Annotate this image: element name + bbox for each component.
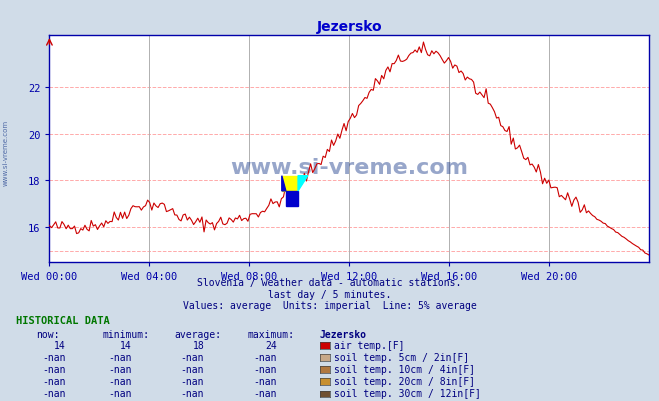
Text: -nan: -nan bbox=[253, 352, 277, 362]
Bar bbox=[286, 191, 298, 207]
Polygon shape bbox=[298, 176, 308, 191]
Text: -nan: -nan bbox=[42, 364, 66, 374]
Text: average:: average: bbox=[175, 330, 221, 340]
Text: soil temp. 30cm / 12in[F]: soil temp. 30cm / 12in[F] bbox=[334, 388, 481, 398]
Text: 14: 14 bbox=[54, 340, 66, 350]
Text: 14: 14 bbox=[120, 340, 132, 350]
Text: HISTORICAL DATA: HISTORICAL DATA bbox=[16, 315, 110, 325]
Text: 18: 18 bbox=[192, 340, 204, 350]
Text: -nan: -nan bbox=[253, 364, 277, 374]
Text: soil temp. 50cm / 20in[F]: soil temp. 50cm / 20in[F] bbox=[334, 400, 481, 401]
Text: soil temp. 20cm / 8in[F]: soil temp. 20cm / 8in[F] bbox=[334, 376, 475, 386]
Text: 24: 24 bbox=[265, 340, 277, 350]
Polygon shape bbox=[282, 176, 286, 191]
Text: -nan: -nan bbox=[42, 388, 66, 398]
Text: soil temp. 5cm / 2in[F]: soil temp. 5cm / 2in[F] bbox=[334, 352, 469, 362]
Text: Values: average  Units: imperial  Line: 5% average: Values: average Units: imperial Line: 5%… bbox=[183, 301, 476, 311]
Title: Jezersko: Jezersko bbox=[316, 20, 382, 34]
Text: -nan: -nan bbox=[42, 376, 66, 386]
Text: -nan: -nan bbox=[108, 388, 132, 398]
Text: maximum:: maximum: bbox=[247, 330, 294, 340]
Text: -nan: -nan bbox=[108, 352, 132, 362]
Text: Jezersko: Jezersko bbox=[320, 330, 366, 340]
Text: www.si-vreme.com: www.si-vreme.com bbox=[2, 119, 9, 185]
Text: -nan: -nan bbox=[108, 364, 132, 374]
Text: -nan: -nan bbox=[253, 400, 277, 401]
Text: Slovenia / weather data - automatic stations.: Slovenia / weather data - automatic stat… bbox=[197, 277, 462, 288]
Text: air temp.[F]: air temp.[F] bbox=[334, 340, 405, 350]
Text: -nan: -nan bbox=[181, 352, 204, 362]
Text: -nan: -nan bbox=[253, 388, 277, 398]
Text: www.si-vreme.com: www.si-vreme.com bbox=[230, 158, 469, 178]
Text: now:: now: bbox=[36, 330, 60, 340]
Text: soil temp. 10cm / 4in[F]: soil temp. 10cm / 4in[F] bbox=[334, 364, 475, 374]
Text: -nan: -nan bbox=[108, 376, 132, 386]
Text: -nan: -nan bbox=[181, 364, 204, 374]
Text: -nan: -nan bbox=[42, 352, 66, 362]
Text: -nan: -nan bbox=[253, 376, 277, 386]
Text: -nan: -nan bbox=[42, 400, 66, 401]
Text: -nan: -nan bbox=[181, 376, 204, 386]
Text: minimum:: minimum: bbox=[102, 330, 149, 340]
Text: last day / 5 minutes.: last day / 5 minutes. bbox=[268, 290, 391, 300]
Bar bbox=[282, 176, 298, 191]
Text: -nan: -nan bbox=[181, 388, 204, 398]
Text: -nan: -nan bbox=[108, 400, 132, 401]
Text: -nan: -nan bbox=[181, 400, 204, 401]
